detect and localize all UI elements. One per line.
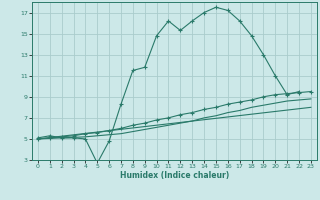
X-axis label: Humidex (Indice chaleur): Humidex (Indice chaleur) — [120, 171, 229, 180]
